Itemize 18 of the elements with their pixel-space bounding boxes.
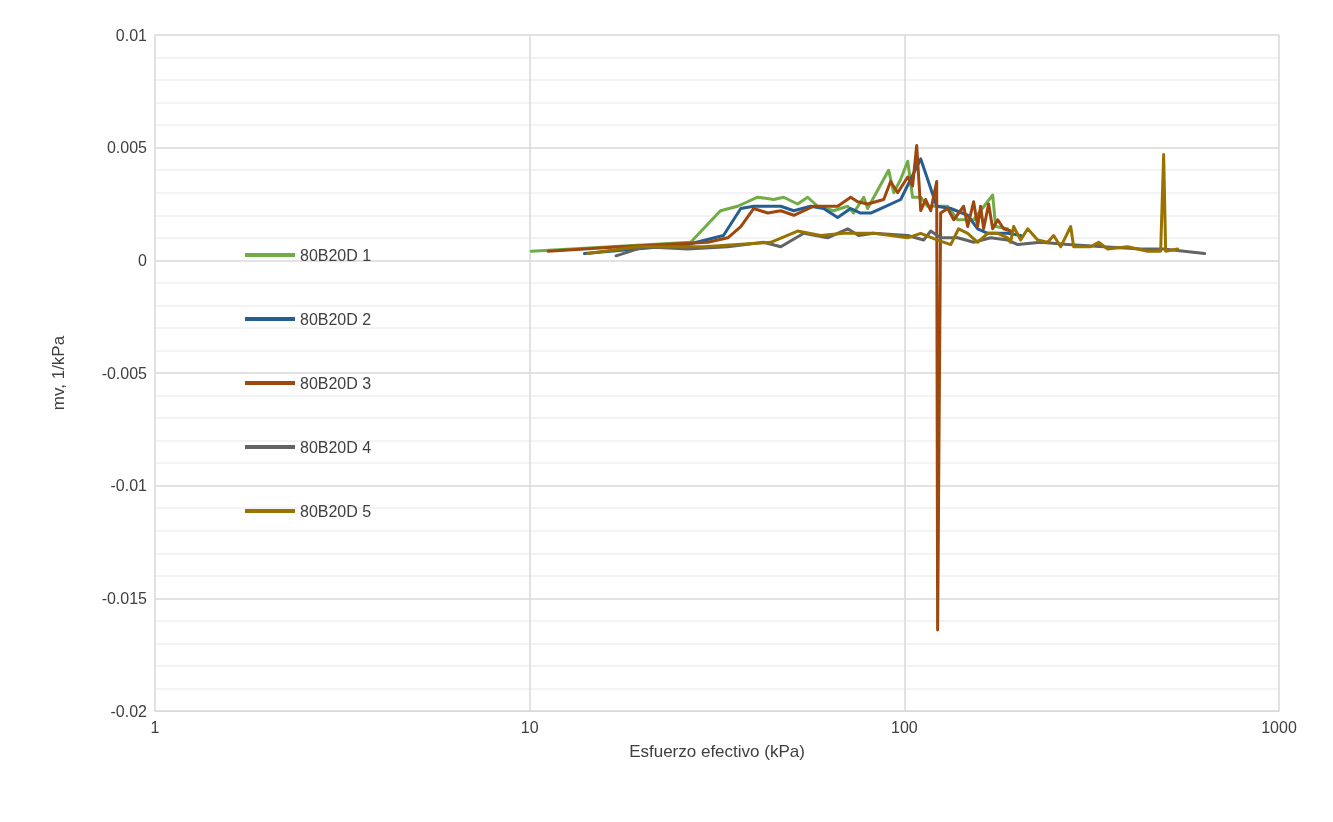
x-axis-title: Esfuerzo efectivo (kPa) [629, 742, 805, 761]
legend-label: 80B20D 2 [300, 310, 372, 328]
legend-label: 80B20D 3 [300, 374, 372, 392]
y-tick-label: -0.01 [110, 477, 148, 495]
legend-label: 80B20D 1 [300, 246, 372, 264]
x-tick-label: 1000 [1261, 718, 1297, 736]
x-tick-label: 100 [890, 718, 918, 736]
y-tick-label: -0.015 [101, 589, 148, 607]
y-tick-label: -0.02 [110, 702, 148, 720]
y-tick-label: 0.01 [115, 26, 148, 44]
y-axis-title: mv, 1/kPa [49, 335, 68, 411]
legend-label: 80B20D 5 [300, 502, 372, 520]
legend-label: 80B20D 4 [300, 438, 372, 456]
x-tick-label: 10 [520, 718, 539, 736]
x-tick-label: 1 [150, 718, 160, 736]
y-tick-label: 0.005 [106, 139, 148, 157]
y-tick-label: 0 [138, 251, 148, 269]
y-tick-label: -0.005 [101, 364, 148, 382]
